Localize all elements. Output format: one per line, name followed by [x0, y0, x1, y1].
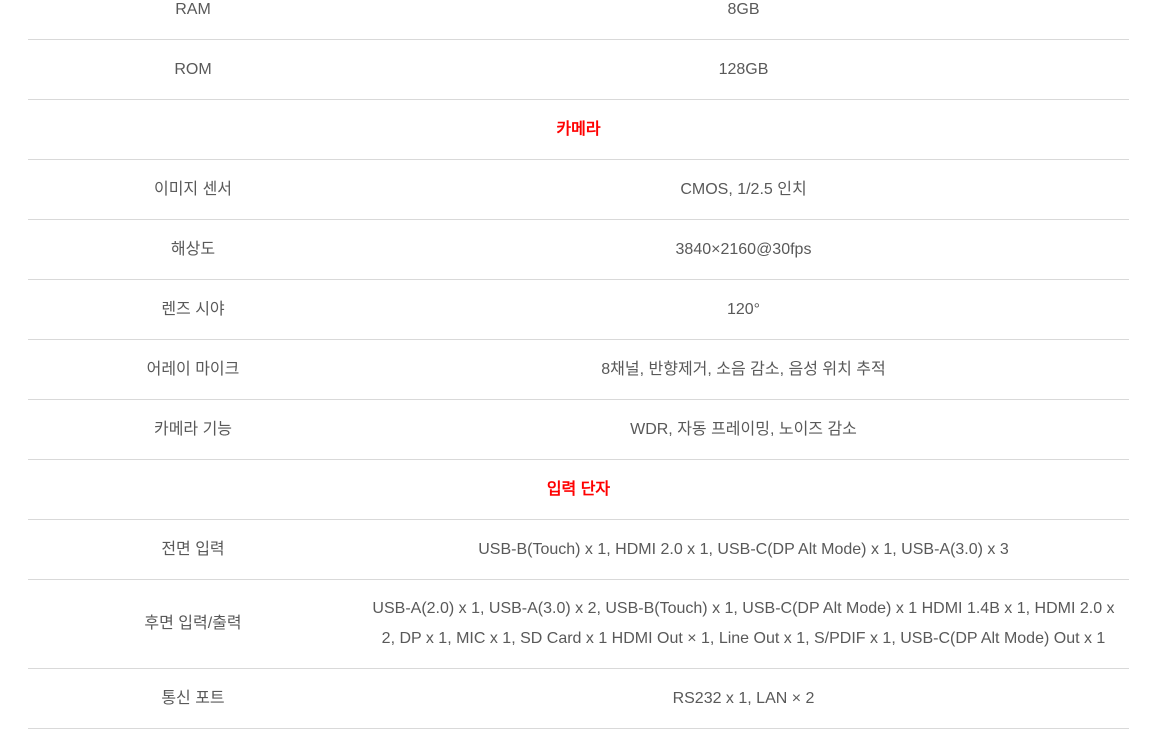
spec-row: 렌즈 시야 120° — [28, 280, 1129, 340]
spec-value: USB-A(2.0) x 1, USB-A(3.0) x 2, USB-B(To… — [372, 600, 1115, 647]
spec-value: 128GB — [718, 60, 769, 78]
spec-value: RS232 x 1, LAN × 2 — [672, 689, 815, 707]
spec-row: 후면 입력/출력 USB-A(2.0) x 1, USB-A(3.0) x 2,… — [28, 580, 1129, 669]
spec-row: 통신 포트 RS232 x 1, LAN × 2 — [28, 669, 1129, 729]
section-title: 카메라 — [556, 120, 601, 138]
spec-row: 카메라 기능 WDR, 자동 프레이밍, 노이즈 감소 — [28, 400, 1129, 460]
spec-value: USB-B(Touch) x 1, HDMI 2.0 x 1, USB-C(DP… — [478, 540, 1009, 558]
spec-label: 해상도 — [170, 240, 216, 258]
spec-row: 전면 입력 USB-B(Touch) x 1, HDMI 2.0 x 1, US… — [28, 520, 1129, 580]
spec-row: RAM 8GB — [28, 0, 1129, 40]
spec-row: ROM 128GB — [28, 40, 1129, 100]
spec-label: 카메라 기능 — [153, 420, 233, 438]
spec-label: 어레이 마이크 — [146, 360, 240, 378]
section-header-row: 입력 단자 — [28, 460, 1129, 520]
spec-label: 후면 입력/출력 — [144, 615, 242, 632]
spec-row: 이미지 센서 CMOS, 1/2.5 인치 — [28, 160, 1129, 220]
spec-value: CMOS, 1/2.5 인치 — [680, 180, 807, 198]
section-header-row: 카메라 — [28, 100, 1129, 160]
spec-label: 통신 포트 — [161, 689, 225, 707]
spec-label: 이미지 센서 — [153, 180, 233, 198]
spec-value: WDR, 자동 프레이밍, 노이즈 감소 — [630, 420, 857, 438]
spec-row: 해상도 3840×2160@30fps — [28, 220, 1129, 280]
spec-label: ROM — [174, 60, 212, 78]
spec-value: 8GB — [727, 0, 760, 18]
spec-value: 8채널, 반향제거, 소음 감소, 음성 위치 추적 — [601, 360, 886, 378]
spec-label: RAM — [175, 0, 211, 18]
spec-row: 어레이 마이크 8채널, 반향제거, 소음 감소, 음성 위치 추적 — [28, 340, 1129, 400]
spec-label: 전면 입력 — [161, 540, 225, 558]
spec-table: RAM 8GB ROM 128GB 카메라 이미지 센서 CMOS, 1/2.5… — [28, 0, 1129, 729]
spec-value: 120° — [726, 300, 761, 318]
spec-value: 3840×2160@30fps — [675, 240, 812, 258]
spec-label: 렌즈 시야 — [161, 300, 225, 318]
section-title: 입력 단자 — [546, 480, 611, 498]
